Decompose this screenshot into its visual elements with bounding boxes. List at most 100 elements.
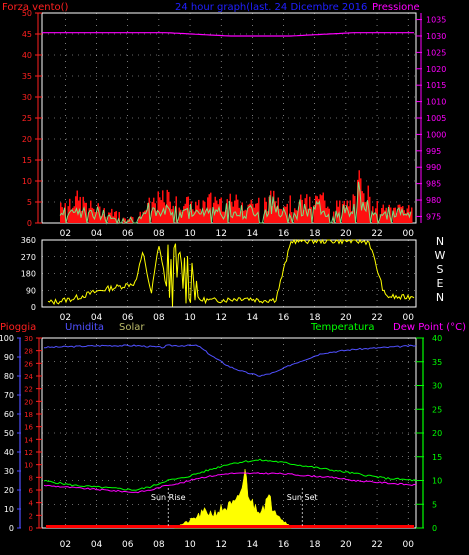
- humidity-tick-label: 70: [4, 391, 14, 400]
- wind-bar: [396, 213, 398, 223]
- wind-bar: [402, 206, 404, 223]
- label-umidita: Umidita: [65, 322, 104, 333]
- label-temperatura: Temperatura: [310, 322, 375, 333]
- wind-bar: [322, 192, 324, 223]
- humidity-line: [43, 344, 417, 377]
- compass-label: N: [436, 235, 444, 248]
- wind-bar: [196, 205, 198, 223]
- wind-bar: [187, 196, 189, 223]
- compass-label: E: [437, 277, 444, 290]
- x-tick-label: 12: [215, 540, 226, 550]
- wind-bar: [321, 195, 323, 223]
- wind-bar: [247, 204, 249, 223]
- wind-bar: [301, 199, 303, 223]
- x-tick-label: 14: [247, 229, 259, 239]
- wind-bar: [349, 200, 351, 223]
- y-left-tick-label: 45: [22, 30, 32, 39]
- wind-bar: [60, 202, 62, 223]
- chart-marks: [42, 32, 417, 529]
- wind-bar: [79, 196, 81, 223]
- sun-annotation-label: Sun Set: [287, 493, 318, 502]
- wind-bar: [244, 209, 246, 223]
- wind-bar: [145, 209, 147, 223]
- temp-tick-label: 15: [432, 453, 442, 462]
- wind-bar: [397, 204, 399, 223]
- wind-bar: [205, 209, 207, 223]
- wind-bar: [220, 197, 222, 223]
- x-tick-label: 18: [309, 313, 321, 323]
- wind-bar: [333, 211, 335, 223]
- humidity-tick-label: 50: [4, 429, 14, 438]
- wind-bar: [283, 206, 285, 223]
- x-tick-label: 04: [91, 313, 103, 323]
- chart-frames: [41, 12, 417, 529]
- y-left-tick-label: 20: [22, 135, 32, 144]
- wind-bar: [369, 196, 371, 223]
- wind-bar: [315, 195, 317, 223]
- humidity-tick-label: 80: [4, 372, 14, 381]
- wind-bar: [69, 198, 71, 223]
- wind-bar: [151, 201, 153, 223]
- wind-bar: [184, 203, 186, 223]
- wind-bar: [345, 207, 347, 223]
- x-tick-label: 22: [371, 313, 382, 323]
- wind-bar: [208, 194, 210, 223]
- direction-line: [47, 238, 415, 307]
- temp-tick-label: 10: [432, 477, 442, 486]
- x-tick-label: 02: [60, 229, 71, 239]
- wind-bar: [343, 200, 345, 223]
- y-right-tick-label: 1035: [426, 16, 446, 25]
- temperature-line: [43, 458, 417, 491]
- wind-bar: [364, 202, 366, 223]
- x-tick-label: 08: [153, 229, 165, 239]
- y-left-tick-label: 30: [22, 93, 32, 102]
- wind-bar: [249, 203, 251, 223]
- rain-tick-label: 24: [24, 373, 33, 381]
- wind-bar: [400, 206, 402, 223]
- wind-bar: [313, 205, 315, 223]
- x-tick-label: 12: [215, 229, 226, 239]
- x-tick-label: 10: [184, 540, 196, 550]
- x-tick-label: 20: [340, 313, 352, 323]
- x-tick-label: 20: [340, 540, 352, 550]
- wind-bar: [118, 212, 120, 223]
- wind-bar: [61, 207, 63, 223]
- wind-bar: [97, 203, 99, 223]
- wind-bar: [141, 216, 143, 223]
- gust-line: [59, 181, 412, 225]
- wind-bar: [181, 211, 183, 223]
- x-tick-label: 12: [215, 313, 226, 323]
- wind-bar: [162, 190, 164, 223]
- x-tick-label: 00: [402, 229, 414, 239]
- x-tick-label: 06: [122, 229, 134, 239]
- rain-tick-label: 8: [29, 474, 33, 482]
- direction-tick-label: 90: [26, 286, 36, 295]
- wind-bar: [132, 217, 134, 223]
- direction-tick-label: 360: [21, 236, 36, 245]
- wind-bar: [186, 197, 188, 223]
- wind-bar: [325, 208, 327, 223]
- wind-bar: [264, 197, 266, 223]
- humidity-tick-label: 60: [4, 410, 14, 419]
- wind-bar: [387, 215, 389, 223]
- x-tick-label: 18: [309, 540, 321, 550]
- wind-bar: [160, 200, 162, 223]
- wind-bar: [81, 211, 83, 223]
- y-right-tick-label: 990: [426, 163, 441, 172]
- y-right-tick-label: 1025: [426, 48, 446, 57]
- wind-bar: [411, 207, 413, 223]
- rain-tick-label: 20: [24, 398, 33, 406]
- wind-bar: [165, 205, 167, 223]
- rain-tick-label: 16: [24, 424, 33, 432]
- wind-bar: [114, 212, 116, 223]
- y-right-tick-label: 1005: [426, 114, 446, 123]
- wind-bar: [303, 210, 305, 223]
- y-right-tick-label: 1015: [426, 81, 446, 90]
- rain-tick-label: 4: [29, 500, 34, 508]
- rain-tick-label: 28: [24, 348, 33, 356]
- rain-tick-label: 10: [24, 462, 33, 470]
- wind-bar: [183, 206, 185, 223]
- wind-bar: [108, 212, 110, 223]
- wind-bar: [124, 218, 126, 223]
